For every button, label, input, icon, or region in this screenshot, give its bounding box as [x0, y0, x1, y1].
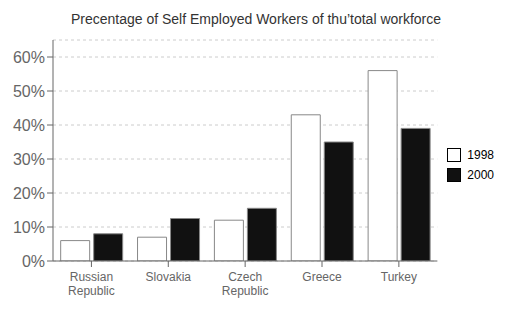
- svg-text:10%: 10%: [13, 219, 45, 236]
- svg-text:20%: 20%: [13, 185, 45, 202]
- svg-text:40%: 40%: [13, 117, 45, 134]
- svg-text:Slovakia: Slovakia: [146, 270, 192, 284]
- svg-text:RussianRepublic: RussianRepublic: [68, 270, 115, 298]
- svg-text:CzechRepublic: CzechRepublic: [222, 270, 269, 298]
- svg-text:50%: 50%: [13, 83, 45, 100]
- svg-text:Greece: Greece: [302, 270, 342, 284]
- svg-text:30%: 30%: [13, 151, 45, 168]
- html-text:1998: 1998: [467, 148, 494, 162]
- html-text:Precentage of Self Employed Wo: Precentage of Self Employed Workers of t…: [70, 11, 442, 27]
- html-text:2000: 2000: [467, 168, 494, 182]
- svg-text:Turkey: Turkey: [381, 270, 417, 284]
- svg-text:0%: 0%: [22, 253, 45, 270]
- svg-text:60%: 60%: [13, 49, 45, 66]
